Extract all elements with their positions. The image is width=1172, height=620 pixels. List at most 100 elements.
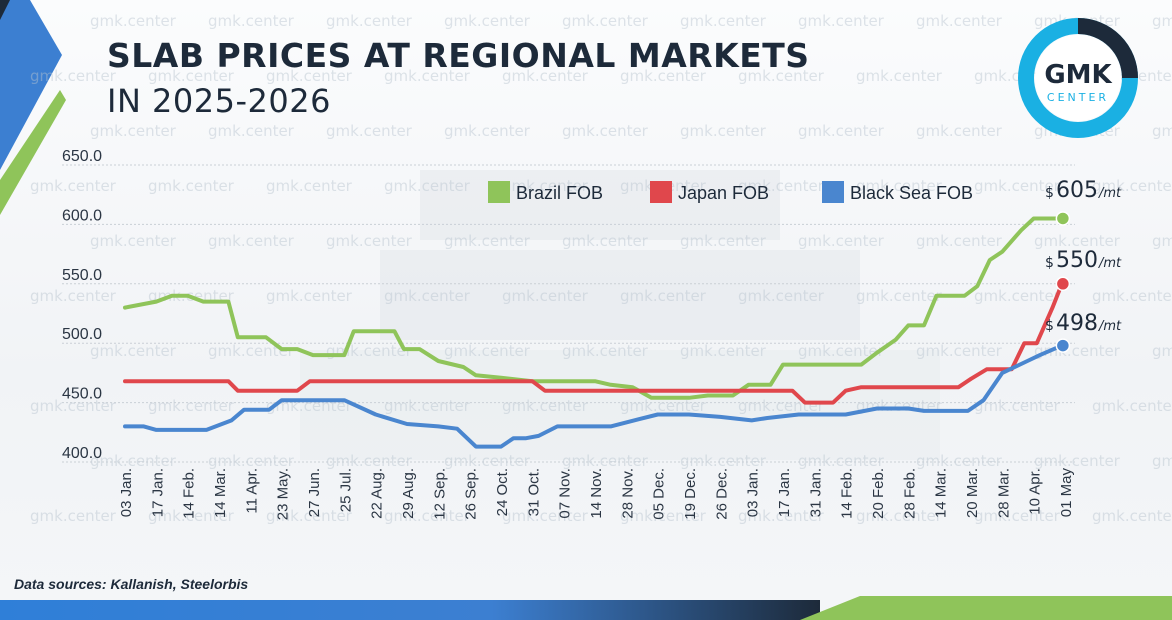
watermark-text: gmk.center: [148, 67, 235, 85]
x-tick-label: 03 Jan.: [118, 468, 135, 517]
watermark-text: gmk.center: [384, 287, 471, 305]
watermark-text: gmk.center: [90, 452, 177, 470]
x-tick-label: 20 Feb.: [870, 468, 887, 519]
gmk-center-logo: GMK CENTER: [1018, 18, 1138, 138]
watermark-text: gmk.center: [444, 342, 531, 360]
watermark-text: gmk.center: [1034, 452, 1121, 470]
x-tick-label: 03 Jan.: [745, 468, 762, 517]
watermark-text: gmk.center: [1152, 232, 1172, 250]
watermark-text: gmk.center: [502, 507, 589, 525]
y-axis: 650.0 600.0 550.0 500.0 450.0 400.0: [62, 148, 102, 462]
watermark-text: gmk.center: [384, 67, 471, 85]
x-tick-label: 14 Nov.: [588, 468, 605, 519]
watermark-text: gmk.center: [326, 232, 413, 250]
x-tick-label: 17 Jan.: [149, 468, 166, 517]
watermark-text: gmk.center: [326, 122, 413, 140]
watermark-text: gmk.center: [680, 232, 767, 250]
watermark-text: gmk.center: [30, 177, 117, 195]
x-tick-label: 25 Jul.: [337, 468, 354, 512]
end-label-value: 605: [1056, 178, 1098, 203]
watermark-text: gmk.center: [208, 342, 295, 360]
legend-swatch: [650, 181, 672, 203]
series-end-point: [1055, 211, 1071, 226]
end-label-unit: /mt: [1098, 319, 1122, 334]
x-tick-label: 11 Apr.: [243, 468, 260, 514]
watermark-text: gmk.center: [738, 177, 825, 195]
end-label-unit: /mt: [1098, 186, 1122, 201]
logo-text-bottom: CENTER: [1047, 91, 1109, 104]
watermark-text: gmk.center: [798, 232, 885, 250]
watermark-text: gmk.center: [502, 287, 589, 305]
watermark-text: gmk.center: [384, 177, 471, 195]
watermark-text: gmk.center: [384, 507, 471, 525]
series-end-point: [1055, 338, 1071, 353]
watermark-text: gmk.center: [680, 12, 767, 30]
x-tick-label: 22 Aug.: [369, 468, 386, 519]
watermark-text: gmk.center: [444, 452, 531, 470]
watermark-text: gmk.center: [974, 177, 1061, 195]
logo-text-top: GMK: [1044, 60, 1112, 90]
y-tick-label: 650.0: [62, 148, 102, 165]
bottom-decor-bar: [0, 596, 1172, 620]
end-label-value: 550: [1056, 248, 1098, 273]
watermark-text: gmk.center: [856, 67, 943, 85]
chart-title-line-2: IN 2025-2026: [107, 82, 331, 120]
legend-label: Japan FOB: [678, 183, 769, 203]
series-line-0: [123, 216, 1064, 400]
x-axis: 03 Jan. 17 Jan. 14 Feb. 14 Mar. 11 Apr. 23 Ma…: [118, 468, 1075, 521]
watermark-text: gmk.center: [916, 12, 1003, 30]
watermark-text: gmk.center: [30, 507, 117, 525]
x-tick-label: 14 Feb.: [839, 468, 856, 519]
watermark-text: gmk.center: [208, 452, 295, 470]
watermark-text: gmk.center: [444, 12, 531, 30]
legend-swatch: [488, 181, 510, 203]
x-tick-label: 14 Mar.: [212, 468, 229, 518]
watermark-text: gmk.center: [444, 122, 531, 140]
watermark-text: gmk.center: [266, 287, 353, 305]
watermark-text: gmk.center: [738, 507, 825, 525]
watermark-text: gmk.center: [208, 232, 295, 250]
x-tick-label: 07 Nov.: [557, 468, 574, 519]
left-green-arrow: [0, 90, 66, 215]
y-tick-label: 550.0: [62, 267, 102, 284]
x-tick-label: 12 Sep.: [431, 468, 448, 520]
watermark-text: gmk.center: [1092, 397, 1172, 415]
x-tick-label: 28 Feb.: [901, 468, 918, 519]
x-tick-label: 01 May: [1058, 468, 1075, 518]
watermark-text: gmk.center: [1152, 452, 1172, 470]
data-source-note: Data sources: Kallanish, Steelorbis: [14, 576, 249, 592]
watermark-text: gmk.center: [1092, 507, 1172, 525]
watermark-text: gmk.center: [90, 122, 177, 140]
watermark-text: gmk.center: [974, 287, 1061, 305]
watermark-text: gmk.center: [208, 122, 295, 140]
legend: Brazil FOB Japan FOB Black Sea FOB: [488, 181, 973, 203]
watermark-text: gmk.center: [562, 232, 649, 250]
watermark-text: gmk.center: [798, 452, 885, 470]
bg-block: [300, 350, 940, 460]
watermark-text: gmk.center: [1152, 122, 1172, 140]
x-tick-label: 29 Aug.: [400, 468, 417, 519]
x-tick-label: 17 Jan.: [776, 468, 793, 517]
watermark-text: gmk.center: [562, 122, 649, 140]
x-tick-label: 27 Jun.: [306, 468, 323, 517]
x-tick-label: 19 Dec.: [682, 468, 699, 520]
watermark-text: gmk.center: [916, 232, 1003, 250]
x-tick-label: 10 Apr.: [1027, 468, 1044, 515]
y-tick-label: 600.0: [62, 207, 102, 224]
x-tick-label: 28 Mar.: [995, 468, 1012, 518]
watermark-text: gmk.center: [266, 67, 353, 85]
x-tick-label: 31 Jan.: [807, 468, 824, 517]
watermark-text: gmk.center: [798, 12, 885, 30]
x-tick-label: 26 Dec.: [713, 468, 730, 520]
watermark-text: gmk.center: [266, 177, 353, 195]
watermark-text: gmk.center: [30, 67, 117, 85]
watermark-text: gmk.center: [502, 67, 589, 85]
watermark-text: gmk.center: [856, 507, 943, 525]
watermark-text: gmk.center: [916, 342, 1003, 360]
watermark-text: gmk.center: [444, 232, 531, 250]
watermark-text: gmk.center: [502, 397, 589, 415]
bg-block: [380, 250, 860, 340]
y-tick-label: 400.0: [62, 445, 102, 462]
left-dark-stripe: [0, 0, 10, 20]
